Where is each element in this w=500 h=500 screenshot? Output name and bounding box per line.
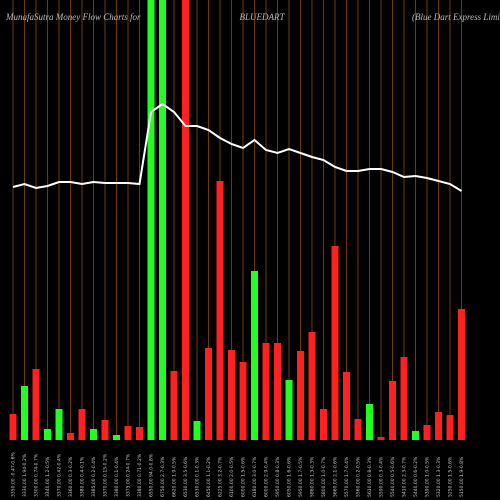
x-tick-label: 5150.00 1.9-0.8% <box>459 456 465 497</box>
bar <box>389 381 396 440</box>
bar <box>423 425 431 440</box>
x-tick-label: 5410.00 2.3-0.7% <box>402 456 408 497</box>
bar <box>21 386 28 440</box>
bar <box>32 369 40 440</box>
bar <box>216 181 224 440</box>
bar <box>90 429 97 440</box>
bar <box>366 404 373 440</box>
bar <box>113 435 120 440</box>
x-tick-label: 3380.00 0.71-0.2% <box>137 453 143 497</box>
x-tick-label: 6180.00 3.0-0.7% <box>252 456 258 497</box>
bar <box>193 421 201 440</box>
x-tick-label: 5610.00 0.8-0.3% <box>367 456 373 497</box>
bar <box>124 426 132 440</box>
bar <box>78 409 86 440</box>
x-tick-label: 5440.00 0.6-0.2% <box>413 456 419 497</box>
x-tick-label: 5320.00 1.3-0.3% <box>436 456 442 497</box>
x-tick-label: 3380.00 0.1-0.4% <box>114 456 120 497</box>
bar <box>308 332 316 440</box>
x-tick-label: 6225.00 3.2-0.7% <box>218 456 224 497</box>
x-tick-label: 6050.00 1.6-0.6% <box>287 456 293 497</box>
bar <box>285 380 293 440</box>
bar <box>400 357 408 440</box>
bar <box>297 351 304 440</box>
bar <box>262 343 270 440</box>
x-tick-label: 3385.00 0.2-0.4% <box>91 456 97 497</box>
bar <box>205 348 212 440</box>
x-tick-label: 3380.00 0.4-0.1% <box>80 456 86 497</box>
x-tick-label: 6750.00 2.7-0.3% <box>160 456 166 497</box>
money-flow-line <box>12 102 463 192</box>
x-tick-label: 6000.00 1.5-0.6% <box>241 456 247 497</box>
x-tick-label: 5950.00 1.7-0.5% <box>298 456 304 497</box>
bar <box>435 412 442 440</box>
x-tick-label: 3330.00 1.94-0.2% <box>22 453 28 497</box>
bar <box>446 415 454 440</box>
x-tick-label: 3360.00 0.3-0.2% <box>68 456 74 497</box>
x-tick-label: 5860.00 1.3-0.3% <box>310 456 316 497</box>
bar <box>170 371 178 440</box>
bar <box>320 409 327 440</box>
x-tick-label: 6530.00 0.1-0.3% <box>195 456 201 497</box>
bar <box>343 372 350 440</box>
bar <box>182 0 189 440</box>
ticker: BLUEDART <box>240 12 286 22</box>
bar <box>147 0 155 440</box>
x-tick-label: 5250.00 1.5-0.6% <box>448 456 454 497</box>
x-tick-label: 5660.00 2.1-0.6% <box>333 456 339 497</box>
bar <box>274 343 281 440</box>
x-tick-label: 3340.00 1.2-0.5% <box>45 456 51 497</box>
bar <box>9 414 17 440</box>
x-tick-label: 5950.00 0.8-0.3% <box>275 456 281 497</box>
company: (Blue Dart Express Limi <box>412 12 500 22</box>
bar <box>458 309 465 440</box>
x-tick-label: 6620.00 1.9-0.5% <box>172 456 178 497</box>
x-tick-label: 3370.00 0.42-0.4% <box>57 453 63 497</box>
bar <box>239 362 247 440</box>
x-tick-label: 6550.00 94.0-0.8% <box>149 453 155 497</box>
bar <box>67 433 74 440</box>
bar <box>55 409 63 440</box>
x-tick-label: 3370.00 0.15-0.2% <box>103 453 109 497</box>
bar <box>251 271 258 440</box>
x-tick-label: 5590.00 0.3-0.4% <box>379 456 385 497</box>
x-tick-label: 5540.00 0.5-0.6% <box>390 456 396 497</box>
x-tick-label: 5570.00 1.7-0.4% <box>344 456 350 497</box>
bar <box>412 431 419 440</box>
bar <box>331 246 339 440</box>
x-tick-label: 6450.00 1.1-0.2% <box>206 456 212 497</box>
bar <box>101 420 109 440</box>
x-tick-label: 5390.00 1.0-0.5% <box>425 456 431 497</box>
x-tick-label: 6000.00 2.9-0.4% <box>264 456 270 497</box>
x-tick-label: 5560.00 0.2-0.5% <box>356 456 362 497</box>
x-tick-label: 3300.00 0.74-0.7% <box>34 453 40 497</box>
x-tick-label: 5800.00 1.0-0.7% <box>321 456 327 497</box>
chart-title: MunafaSutra Money Flow Charts for <box>5 12 141 22</box>
bar <box>228 350 235 440</box>
bar <box>377 437 385 440</box>
bar <box>354 419 362 440</box>
x-tick-label: 6530.00 3.5-0.6% <box>183 456 189 497</box>
bar <box>136 427 143 440</box>
x-tick-label: 3350.00 -0.47-0.6% <box>11 452 17 497</box>
x-tick-label: 3375.00 0.24-0.7% <box>126 453 132 497</box>
x-tick-label: 6100.00 2.0-0.5% <box>229 456 235 497</box>
bar <box>159 0 166 440</box>
bar <box>44 429 51 440</box>
